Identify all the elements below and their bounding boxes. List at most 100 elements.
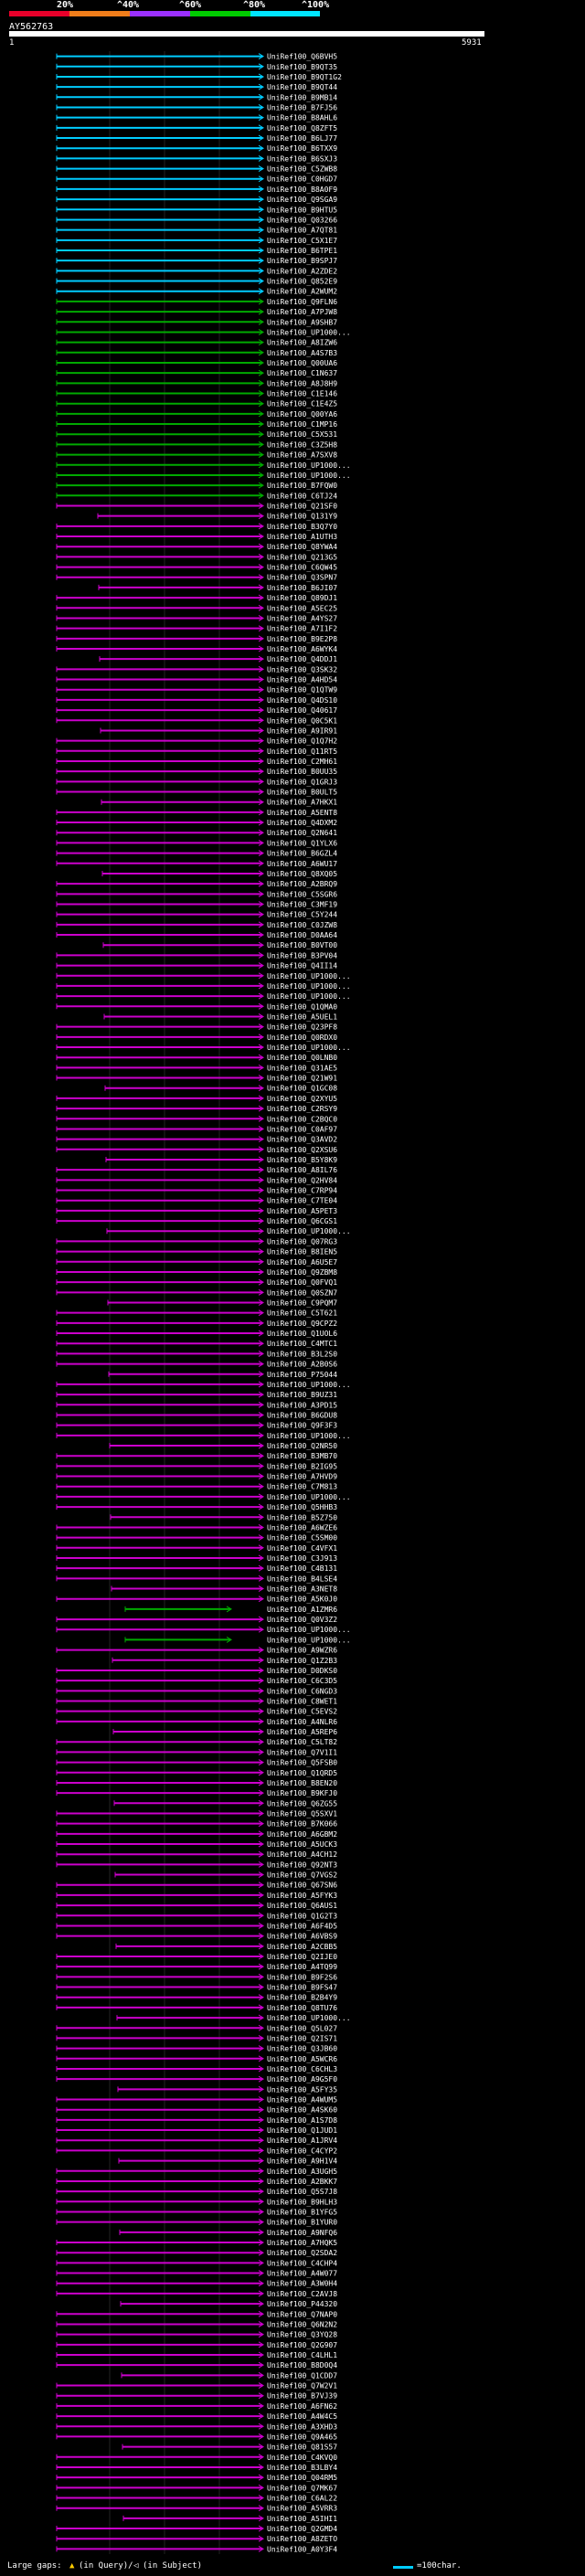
hit-label[interactable]: UniRef100_A8IL76 [267,1166,337,1174]
hit-label[interactable]: UniRef100_Q23PF8 [267,1023,337,1032]
hit-label[interactable]: UniRef100_Q21W91 [267,1075,337,1083]
hit-label[interactable]: UniRef100_A9WZR6 [267,1647,337,1655]
hit-label[interactable]: UniRef100_B9FS47 [267,1984,337,1992]
hit-label[interactable]: UniRef100_A6VBS9 [267,1933,337,1941]
hit-label[interactable]: UniRef100_Q131Y9 [267,513,337,521]
hit-label[interactable]: UniRef100_B9SPJ7 [267,257,337,265]
hit-label[interactable]: UniRef100_B6TXX9 [267,144,337,153]
hit-label[interactable]: UniRef100_Q1QTW9 [267,686,337,694]
hit-label[interactable]: UniRef100_A4NLR6 [267,1718,337,1726]
hit-label[interactable]: UniRef100_A7I1F2 [267,625,337,633]
hit-label[interactable]: UniRef100_Q8XQ05 [267,870,337,878]
hit-label[interactable]: UniRef100_Q1UOL6 [267,1330,337,1338]
hit-label[interactable]: UniRef100_B9MB14 [267,93,337,101]
hit-label[interactable]: UniRef100_C1N637 [267,369,337,377]
hit-label[interactable]: UniRef100_A6FN62 [267,2402,337,2411]
hit-label[interactable]: UniRef100_A9SHB7 [267,318,337,326]
hit-label[interactable]: UniRef100_C5Y244 [267,911,337,919]
hit-label[interactable]: UniRef100_Q6AUS1 [267,1902,337,1910]
hit-label[interactable]: UniRef100_Q2SDA2 [267,2249,337,2257]
hit-label[interactable]: UniRef100_C4CHP4 [267,2259,337,2267]
hit-label[interactable]: UniRef100_A7PJW8 [267,308,337,316]
hit-label[interactable]: UniRef100_C7RP94 [267,1187,337,1195]
hit-label[interactable]: UniRef100_A5UCK3 [267,1840,337,1849]
hit-label[interactable]: UniRef100_Q5SXV1 [267,1809,337,1818]
hit-label[interactable]: UniRef100_Q9A465 [267,2433,337,2441]
hit-label[interactable]: UniRef100_Q21SF0 [267,502,337,510]
hit-label[interactable]: UniRef100_A5FYK3 [267,1892,337,1900]
hit-label[interactable]: UniRef100_A7HQK5 [267,2239,337,2247]
hit-label[interactable]: UniRef100_Q3SK32 [267,665,337,673]
hit-label[interactable]: UniRef100_A6WYK4 [267,645,337,653]
hit-label[interactable]: UniRef100_B9UZ31 [267,1391,337,1399]
hit-label[interactable]: UniRef100_Q3SPN7 [267,574,337,582]
hit-label[interactable]: UniRef100_B9QT44 [267,83,337,91]
hit-label[interactable]: UniRef100_Q5S7J8 [267,2188,337,2196]
hit-label[interactable]: UniRef100_B9QT1G2 [267,73,342,81]
hit-label[interactable]: UniRef100_C6NGD3 [267,1687,337,1695]
hit-label[interactable]: UniRef100_C5T621 [267,1309,337,1318]
hit-label[interactable]: UniRef100_A9IR91 [267,726,337,735]
hit-label[interactable]: UniRef100_Q9CPZ2 [267,1320,337,1328]
hit-label[interactable]: UniRef100_A5K0J0 [267,1595,337,1604]
hit-label[interactable]: UniRef100_Q2N641 [267,829,337,837]
hit-label[interactable]: UniRef100_C6QW45 [267,564,337,572]
hit-label[interactable]: UniRef100_Q8TU76 [267,2004,337,2012]
hit-label[interactable]: UniRef100_A7HKX1 [267,799,337,807]
hit-label[interactable]: UniRef100_C5LT82 [267,1738,337,1746]
hit-label[interactable]: UniRef100_C4CYP2 [267,2147,337,2155]
hit-label[interactable]: UniRef100_Q8ZFT5 [267,124,337,133]
hit-label[interactable]: UniRef100_B9F2S6 [267,1973,337,1981]
hit-label[interactable]: UniRef100_Q31AE5 [267,1064,337,1072]
hit-label[interactable]: UniRef100_B6GDU8 [267,1411,337,1419]
hit-label[interactable]: UniRef100_C0HGD7 [267,175,337,184]
hit-label[interactable]: UniRef100_Q0V3Z2 [267,1616,337,1624]
hit-label[interactable]: UniRef100_C2AVJ8 [267,2290,337,2298]
hit-label[interactable]: UniRef100_Q2IS71 [267,2034,337,2042]
hit-label[interactable]: UniRef100_C5ZWB8 [267,165,337,174]
hit-label[interactable]: UniRef100_C4MTC1 [267,1340,337,1348]
hit-label[interactable]: UniRef100_Q04RM5 [267,2474,337,2482]
hit-label[interactable]: UniRef100_A4YS27 [267,614,337,622]
hit-label[interactable]: UniRef100_B3Q7Y0 [267,523,337,531]
hit-label[interactable]: UniRef100_C7M813 [267,1483,337,1491]
hit-label[interactable]: UniRef100_A5IHI1 [267,2515,337,2523]
hit-label[interactable]: UniRef100_A4CH12 [267,1850,337,1859]
hit-label[interactable]: UniRef100_Q1QRD5 [267,1769,337,1777]
hit-label[interactable]: UniRef100_A1S7D8 [267,2116,337,2125]
hit-label[interactable]: UniRef100_A4TQ99 [267,1963,337,1971]
hit-label[interactable]: UniRef100_Q4DS10 [267,696,337,705]
hit-label[interactable]: UniRef100_UP1000... [267,972,351,981]
hit-label[interactable]: UniRef100_C9PQM7 [267,1299,337,1308]
hit-label[interactable]: UniRef100_A6WU17 [267,860,337,868]
hit-label[interactable]: UniRef100_A9NFQ6 [267,2229,337,2237]
hit-label[interactable]: UniRef100_A6GBM2 [267,1830,337,1839]
hit-label[interactable]: UniRef100_A6WZE6 [267,1523,337,1532]
hit-label[interactable]: UniRef100_B8IEN5 [267,1248,337,1256]
hit-label[interactable]: UniRef100_UP1000... [267,1636,351,1644]
hit-label[interactable]: UniRef100_D0DKS0 [267,1667,337,1675]
hit-label[interactable]: UniRef100_A0Y3F4 [267,2545,337,2553]
hit-label[interactable]: UniRef100_Q1JUD1 [267,2126,337,2135]
hit-label[interactable]: UniRef100_Q1Z2B3 [267,1657,337,1665]
hit-label[interactable]: UniRef100_UP1000... [267,1626,351,1634]
hit-label[interactable]: UniRef100_C1MP16 [267,420,337,429]
hit-label[interactable]: UniRef100_C4VFX1 [267,1544,337,1553]
hit-label[interactable]: UniRef100_C3MF19 [267,900,337,908]
hit-label[interactable]: UniRef100_Q4DXM2 [267,819,337,827]
hit-label[interactable]: UniRef100_UP1000... [267,982,351,991]
hit-label[interactable]: UniRef100_Q0FVQ1 [267,1278,337,1287]
hit-label[interactable]: UniRef100_C0JZW8 [267,921,337,929]
hit-label[interactable]: UniRef100_B6JI07 [267,584,337,592]
hit-label[interactable]: UniRef100_B2IG95 [267,1462,337,1470]
hit-label[interactable]: UniRef100_UP1000... [267,1493,351,1501]
hit-label[interactable]: UniRef100_Q9F3F3 [267,1422,337,1430]
hit-label[interactable]: UniRef100_B3PV04 [267,951,337,959]
hit-label[interactable]: UniRef100_Q40617 [267,706,337,715]
hit-label[interactable]: UniRef100_Q0C5K1 [267,716,337,725]
hit-label[interactable]: UniRef100_C6CHL3 [267,2065,337,2073]
hit-label[interactable]: UniRef100_A5FY35 [267,2085,337,2094]
hit-label[interactable]: UniRef100_P75044 [267,1371,337,1379]
hit-label[interactable]: UniRef100_C6AL22 [267,2495,337,2503]
hit-label[interactable]: UniRef100_A4W4C5 [267,2412,337,2421]
